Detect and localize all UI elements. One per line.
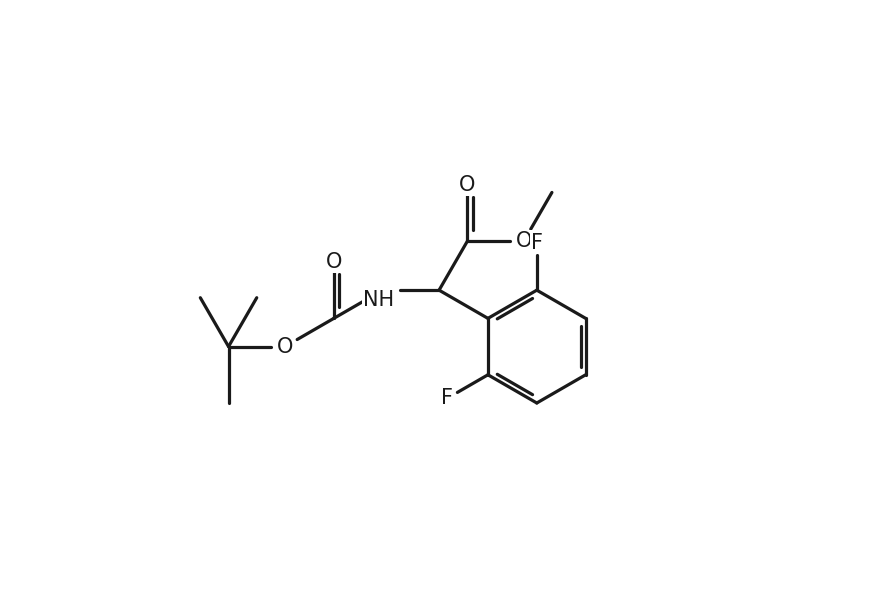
Text: F: F: [441, 389, 454, 408]
Text: NH: NH: [363, 290, 394, 309]
Text: F: F: [531, 233, 543, 253]
Text: O: O: [459, 175, 476, 195]
Text: O: O: [326, 252, 342, 272]
Text: O: O: [276, 337, 293, 356]
Text: O: O: [516, 231, 532, 252]
